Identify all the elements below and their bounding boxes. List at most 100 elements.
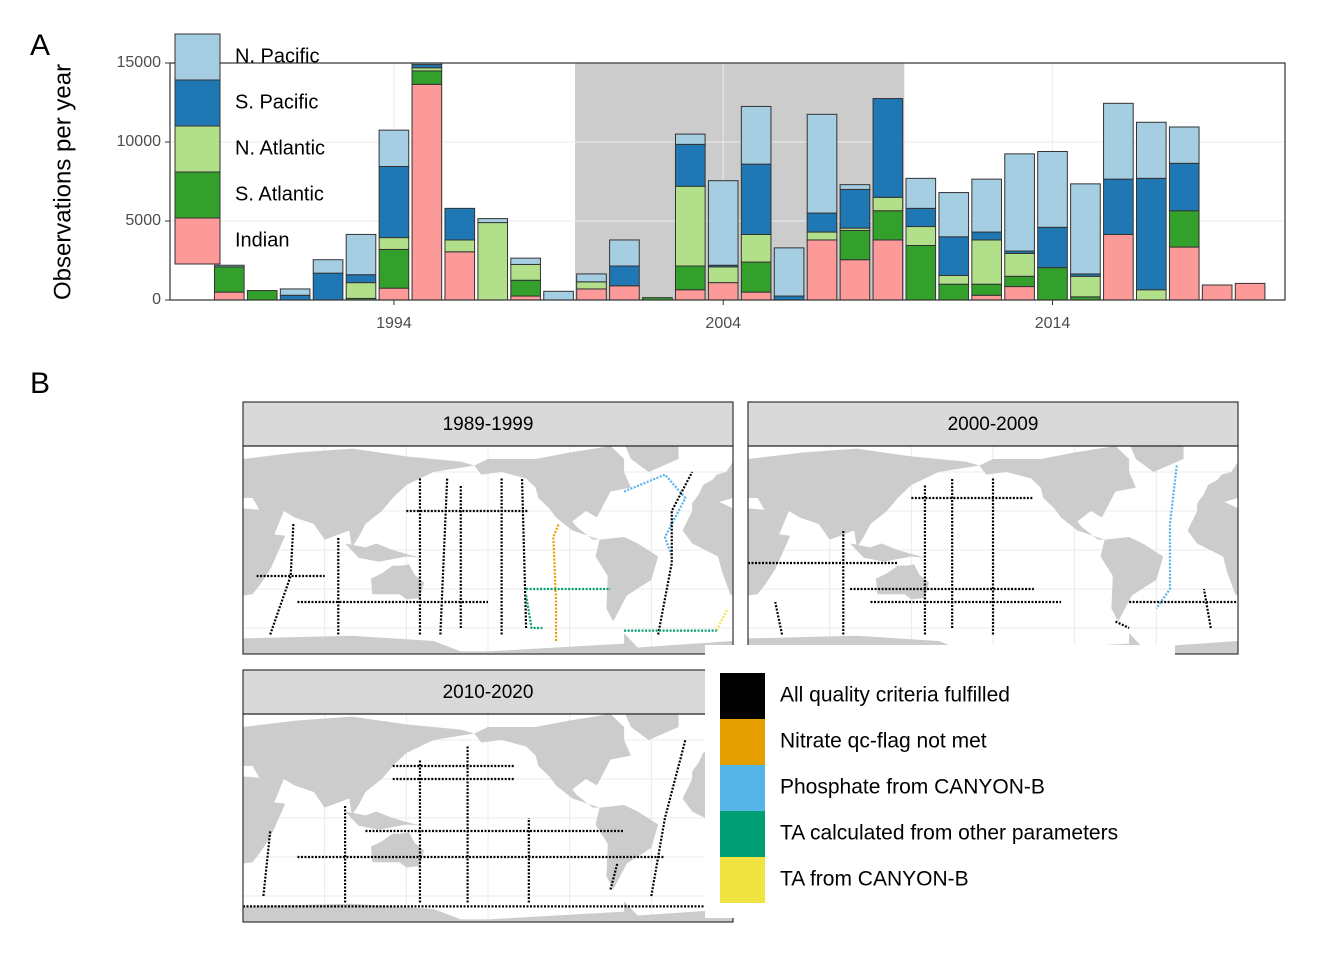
bar-segment [1234,282,1266,300]
bar-segment [279,294,311,300]
legend-key [720,811,765,857]
land [474,446,631,540]
cruise-track [439,478,449,635]
bar-segment [1037,267,1068,300]
panel-border [169,62,1286,301]
bar-segment [609,239,640,267]
legend-key [174,171,221,219]
cruise-track [262,830,272,897]
legend-key [720,719,765,765]
bar-segment [707,282,739,300]
legend-label: S. Atlantic [235,183,324,205]
cruise-track [650,739,687,897]
y-tick-label: 15000 [117,54,162,71]
cruise-track [657,471,694,635]
legend-key [174,125,221,173]
bar-segment [806,212,838,233]
bar-segment [213,264,245,268]
bar-segment [740,163,772,235]
land [748,448,980,548]
legend-background [705,645,1175,918]
land [1197,461,1238,504]
legend-label: Nitrate qc-flag not met [780,730,987,753]
map-content [243,446,733,654]
cruise-track [609,863,619,890]
bar-segment [872,196,904,212]
bar-segment [1037,150,1068,228]
land [595,537,659,622]
bar-segment [576,288,607,300]
y-tick-label: 10000 [117,133,162,150]
land [1187,501,1238,596]
bar-segment [609,285,640,300]
bars [213,63,1266,300]
bar-segment [1004,153,1035,252]
y-tick-label: 5000 [125,212,161,229]
bar-segment [213,266,245,293]
land [748,508,791,596]
bar-segment [378,237,410,250]
bar-segment [971,283,1002,296]
x-tick-label: 2004 [705,315,741,332]
land [850,543,925,562]
bar-segment [674,143,706,187]
legend-label: N. Atlantic [235,137,325,159]
land [243,633,733,654]
bar-segment [839,188,871,229]
bar-segment [905,177,937,209]
bar-segment [806,113,838,214]
strip [242,669,734,715]
land [243,508,286,596]
bar-segment [378,129,410,167]
land [979,446,1136,540]
legend-key [720,673,765,719]
bar-segment [707,266,739,284]
bar-segment [378,165,410,239]
land [243,448,475,548]
bar-segment [1103,178,1134,235]
land [692,461,733,504]
bar-segment [839,184,871,190]
strip-label: 2000-2009 [948,414,1039,435]
bar-segment [971,231,1002,241]
bar-segment [971,239,1002,285]
land [243,716,475,816]
map-panel: 1989-1999 [242,401,734,655]
map-panel: 2000-2009 [747,401,1239,655]
bar-segment [1168,126,1200,164]
bar-panel: 0 5000 10000 15000 1994 2004 2014 N. Pacific S. … [117,33,1286,332]
land [1130,446,1184,472]
bar-segment [938,283,970,300]
strip [242,401,734,447]
bar-segment [971,178,1002,233]
x-tick-label: 1994 [376,315,412,332]
bar-segment [938,192,970,238]
bar-segment [905,244,937,300]
bar-segment [773,247,805,297]
bar-segment [1037,226,1068,269]
legend-label: S. Pacific [235,91,318,113]
map-panel: 2010-2020 [242,669,734,923]
strip-label: 2010-2020 [443,682,534,703]
land [243,776,286,864]
cruise-track [552,523,560,641]
strip-label: 1989-1999 [443,414,534,435]
strip [747,401,1239,447]
y-axis-title: Observations per year [49,64,76,300]
bar-segment [345,274,377,284]
cruise-track [520,478,528,629]
bar-segment [1004,286,1035,300]
bar-segment [543,290,574,300]
cruise-track [715,608,729,632]
bar-segment [279,288,311,296]
bar-segment [839,229,871,261]
panel-label: B [30,367,50,400]
bar-segment [872,239,904,300]
bar-segment [872,210,904,241]
legend-label: Phosphate from CANYON-B [780,776,1045,799]
bar-segment [378,287,410,300]
bar-segment [674,133,706,145]
legend-key [174,217,221,265]
bar-segment [1004,252,1035,277]
legend-label: N. Pacific [235,45,319,67]
